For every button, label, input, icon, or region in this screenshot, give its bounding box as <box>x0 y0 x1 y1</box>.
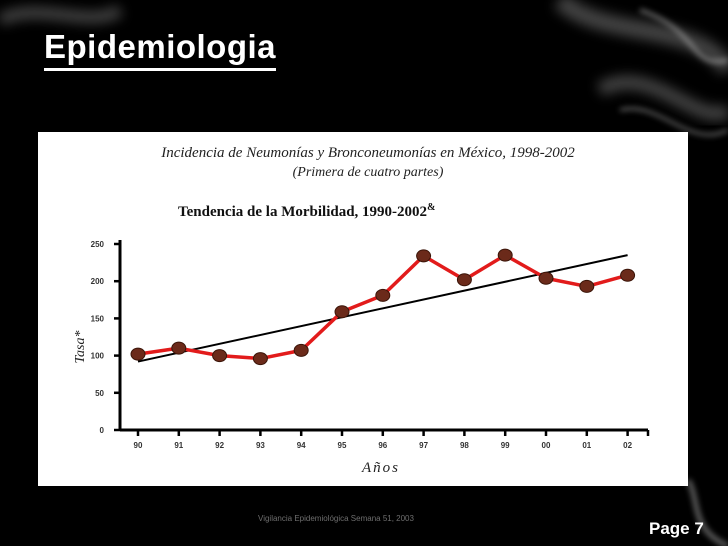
x-tick-label: 97 <box>419 441 428 450</box>
y-tick-label: 250 <box>91 240 105 249</box>
data-point <box>497 248 513 262</box>
chart-header-title: Incidencia de Neumonías y Bronconeumonía… <box>160 145 575 161</box>
x-tick-label: 02 <box>623 441 632 450</box>
y-tick-label: 150 <box>91 314 105 323</box>
x-tick-label: 95 <box>338 441 347 450</box>
slide-title: Epidemiologia <box>44 28 277 71</box>
data-point <box>538 271 554 285</box>
chart-header-subtitle: (Primera de cuatro partes) <box>293 165 444 180</box>
y-tick-label: 100 <box>91 352 105 361</box>
chart-panel: Incidencia de Neumonías y Bronconeumonía… <box>38 132 688 486</box>
data-point <box>456 273 472 287</box>
data-point <box>252 352 268 366</box>
data-point <box>579 279 595 293</box>
data-point <box>130 347 146 361</box>
data-point <box>212 349 228 363</box>
chart-title-mark: & <box>427 202 435 213</box>
line-chart: Incidencia de Neumonías y Bronconeumonía… <box>73 145 650 476</box>
x-tick-label: 93 <box>256 441 265 450</box>
data-point <box>416 249 432 263</box>
footer-note: Vigilancia Epidemiológica Semana 51, 200… <box>258 514 414 523</box>
y-tick-label: 0 <box>100 426 105 435</box>
x-tick-label: 90 <box>134 441 143 450</box>
data-point <box>171 341 187 355</box>
x-tick-label: 99 <box>501 441 510 450</box>
data-point <box>334 305 350 319</box>
x-tick-label: 00 <box>542 441 551 450</box>
x-tick-label: 94 <box>297 441 306 450</box>
trendline <box>137 254 628 363</box>
x-tick-label: 91 <box>174 441 183 450</box>
data-point <box>375 288 391 302</box>
y-tick-label: 200 <box>91 277 105 286</box>
page-number: Page 7 <box>649 519 704 538</box>
x-tick-label: 92 <box>215 441 224 450</box>
x-tick-label: 98 <box>460 441 469 450</box>
chart-title: Tendencia de la Morbilidad, 1990-2002& <box>178 202 435 220</box>
x-tick-label: 96 <box>378 441 387 450</box>
chart-title-text: Tendencia de la Morbilidad, 1990-2002 <box>178 204 427 220</box>
x-tick-label: 01 <box>582 441 591 450</box>
y-tick-label: 50 <box>95 389 104 398</box>
y-axis-label: Tasa* <box>73 331 88 364</box>
x-axis-label: Años <box>361 460 400 476</box>
data-point <box>293 343 309 357</box>
data-point <box>620 268 636 282</box>
